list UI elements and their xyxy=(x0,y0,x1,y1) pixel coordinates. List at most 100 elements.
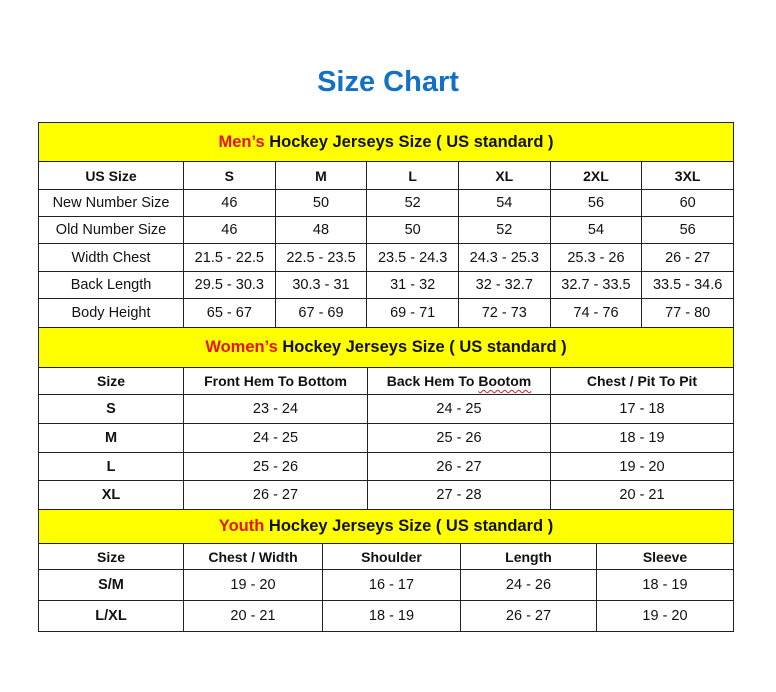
header-cell: Sleeve xyxy=(596,543,734,570)
header-cell: M xyxy=(274,161,368,190)
table-cell: 31 - 32 xyxy=(366,271,459,299)
men-title-rest: Hockey Jerseys Size ( US standard ) xyxy=(264,132,554,151)
table-cell: 19 - 20 xyxy=(550,452,734,481)
table-cell: L xyxy=(38,452,184,481)
table-cell: 46 xyxy=(183,216,276,244)
header-cell: Chest / Width xyxy=(183,543,323,570)
women-title-highlight: Women’s xyxy=(205,338,278,356)
table-row: New Number Size 46 50 52 54 56 60 xyxy=(38,189,734,217)
table-cell: S/M xyxy=(38,569,184,601)
youth-banner: Youth Hockey Jerseys Size ( US standard … xyxy=(38,509,734,544)
table-cell: 65 - 67 xyxy=(183,298,276,328)
table-row: Body Height 65 - 67 67 - 69 69 - 71 72 - 73 7… xyxy=(38,298,734,328)
table-cell: S xyxy=(38,394,184,424)
table-cell: 24 - 26 xyxy=(460,569,597,601)
youth-size-table: Youth Hockey Jerseys Size ( US standard … xyxy=(38,509,734,632)
header-cell: 3XL xyxy=(641,161,734,190)
table-row: XL 26 - 27 27 - 28 20 - 21 xyxy=(38,480,734,510)
table-cell: 27 - 28 xyxy=(367,480,551,510)
women-header-row: Size Front Hem To Bottom Back Hem To Boo… xyxy=(38,367,734,395)
women-banner: Women’s Hockey Jerseys Size ( US standar… xyxy=(38,327,734,368)
table-row: S 23 - 24 24 - 25 17 - 18 xyxy=(38,394,734,424)
table-cell: 69 - 71 xyxy=(366,298,459,328)
men-header-row: US Size S M L XL 2XL 3XL xyxy=(38,161,734,190)
misspelled-word: Bootom xyxy=(478,373,532,389)
header-cell: Size xyxy=(38,367,184,395)
table-cell: 18 - 19 xyxy=(322,600,461,632)
table-cell: 24.3 - 25.3 xyxy=(457,243,551,272)
men-size-table: Men’s Hockey Jerseys Size ( US standard … xyxy=(38,122,734,328)
table-cell: Width Chest xyxy=(38,243,184,272)
table-cell: 56 xyxy=(549,189,643,217)
header-cell: L xyxy=(366,161,459,190)
women-size-table: Women’s Hockey Jerseys Size ( US standar… xyxy=(38,327,734,510)
table-cell: 25 - 26 xyxy=(183,452,368,481)
table-row: L/XL 20 - 21 18 - 19 26 - 27 19 - 20 xyxy=(38,600,734,632)
men-title: Men’s Hockey Jerseys Size ( US standard … xyxy=(38,122,734,162)
table-cell: 72 - 73 xyxy=(457,298,551,328)
page-title: Size Chart xyxy=(317,66,459,98)
table-cell: 32 - 32.7 xyxy=(457,271,551,299)
table-row: Width Chest 21.5 - 22.5 22.5 - 23.5 23.5 - … xyxy=(38,243,734,272)
table-cell: 46 xyxy=(183,189,276,217)
header-cell: 2XL xyxy=(549,161,643,190)
table-cell: 24 - 25 xyxy=(367,394,551,424)
table-cell: 50 xyxy=(274,189,368,217)
table-cell: Back Length xyxy=(38,271,184,299)
table-cell: 32.7 - 33.5 xyxy=(549,271,643,299)
women-title-rest: Hockey Jerseys Size ( US standard ) xyxy=(277,338,567,356)
table-cell: L/XL xyxy=(38,600,184,632)
table-cell: XL xyxy=(38,480,184,510)
header-text: Back Hem To xyxy=(386,373,479,389)
table-cell: 26 - 27 xyxy=(460,600,597,632)
table-cell: Old Number Size xyxy=(38,216,184,244)
table-cell: 67 - 69 xyxy=(274,298,368,328)
table-cell: 24 - 25 xyxy=(183,423,368,453)
header-cell: S xyxy=(183,161,276,190)
header-cell: US Size xyxy=(38,161,184,190)
men-banner: Men’s Hockey Jerseys Size ( US standard … xyxy=(38,122,734,162)
table-cell: 18 - 19 xyxy=(550,423,734,453)
youth-title: Youth Hockey Jerseys Size ( US standard … xyxy=(38,509,734,544)
table-cell: 16 - 17 xyxy=(322,569,461,601)
youth-title-rest: Hockey Jerseys Size ( US standard ) xyxy=(264,517,554,535)
table-cell: 56 xyxy=(641,216,734,244)
header-cell: XL xyxy=(457,161,551,190)
youth-header-row: Size Chest / Width Shoulder Length Sleeve xyxy=(38,543,734,570)
table-cell: 25.3 - 26 xyxy=(549,243,643,272)
table-cell: Body Height xyxy=(38,298,184,328)
table-cell: 33.5 - 34.6 xyxy=(641,271,734,299)
table-cell: 26 - 27 xyxy=(641,243,734,272)
table-cell: 52 xyxy=(366,189,459,217)
table-cell: 30.3 - 31 xyxy=(274,271,368,299)
table-cell: 26 - 27 xyxy=(183,480,368,510)
table-cell: 23 - 24 xyxy=(183,394,368,424)
table-cell: 25 - 26 xyxy=(367,423,551,453)
table-cell: 23.5 - 24.3 xyxy=(366,243,459,272)
men-title-highlight: Men’s xyxy=(218,132,265,151)
table-cell: 17 - 18 xyxy=(550,394,734,424)
table-row: Back Length 29.5 - 30.3 30.3 - 31 31 - 32 32… xyxy=(38,271,734,299)
table-cell: 19 - 20 xyxy=(596,600,734,632)
table-cell: 48 xyxy=(274,216,368,244)
table-row: M 24 - 25 25 - 26 18 - 19 xyxy=(38,423,734,453)
table-cell: 77 - 80 xyxy=(641,298,734,328)
table-cell: 19 - 20 xyxy=(183,569,323,601)
women-title: Women’s Hockey Jerseys Size ( US standar… xyxy=(38,327,734,368)
table-row: L 25 - 26 26 - 27 19 - 20 xyxy=(38,452,734,481)
table-cell: 52 xyxy=(457,216,551,244)
table-cell: 60 xyxy=(641,189,734,217)
table-cell: 18 - 19 xyxy=(596,569,734,601)
header-cell: Length xyxy=(460,543,597,570)
header-cell: Back Hem To Bootom xyxy=(367,367,551,395)
youth-title-highlight: Youth xyxy=(218,517,265,535)
header-cell: Front Hem To Bottom xyxy=(183,367,368,395)
table-row: S/M 19 - 20 16 - 17 24 - 26 18 - 19 xyxy=(38,569,734,601)
table-cell: New Number Size xyxy=(38,189,184,217)
table-cell: 54 xyxy=(457,189,551,217)
table-cell: 21.5 - 22.5 xyxy=(183,243,276,272)
table-row: Old Number Size 46 48 50 52 54 56 xyxy=(38,216,734,244)
header-cell: Size xyxy=(38,543,184,570)
table-cell: M xyxy=(38,423,184,453)
table-cell: 22.5 - 23.5 xyxy=(274,243,368,272)
